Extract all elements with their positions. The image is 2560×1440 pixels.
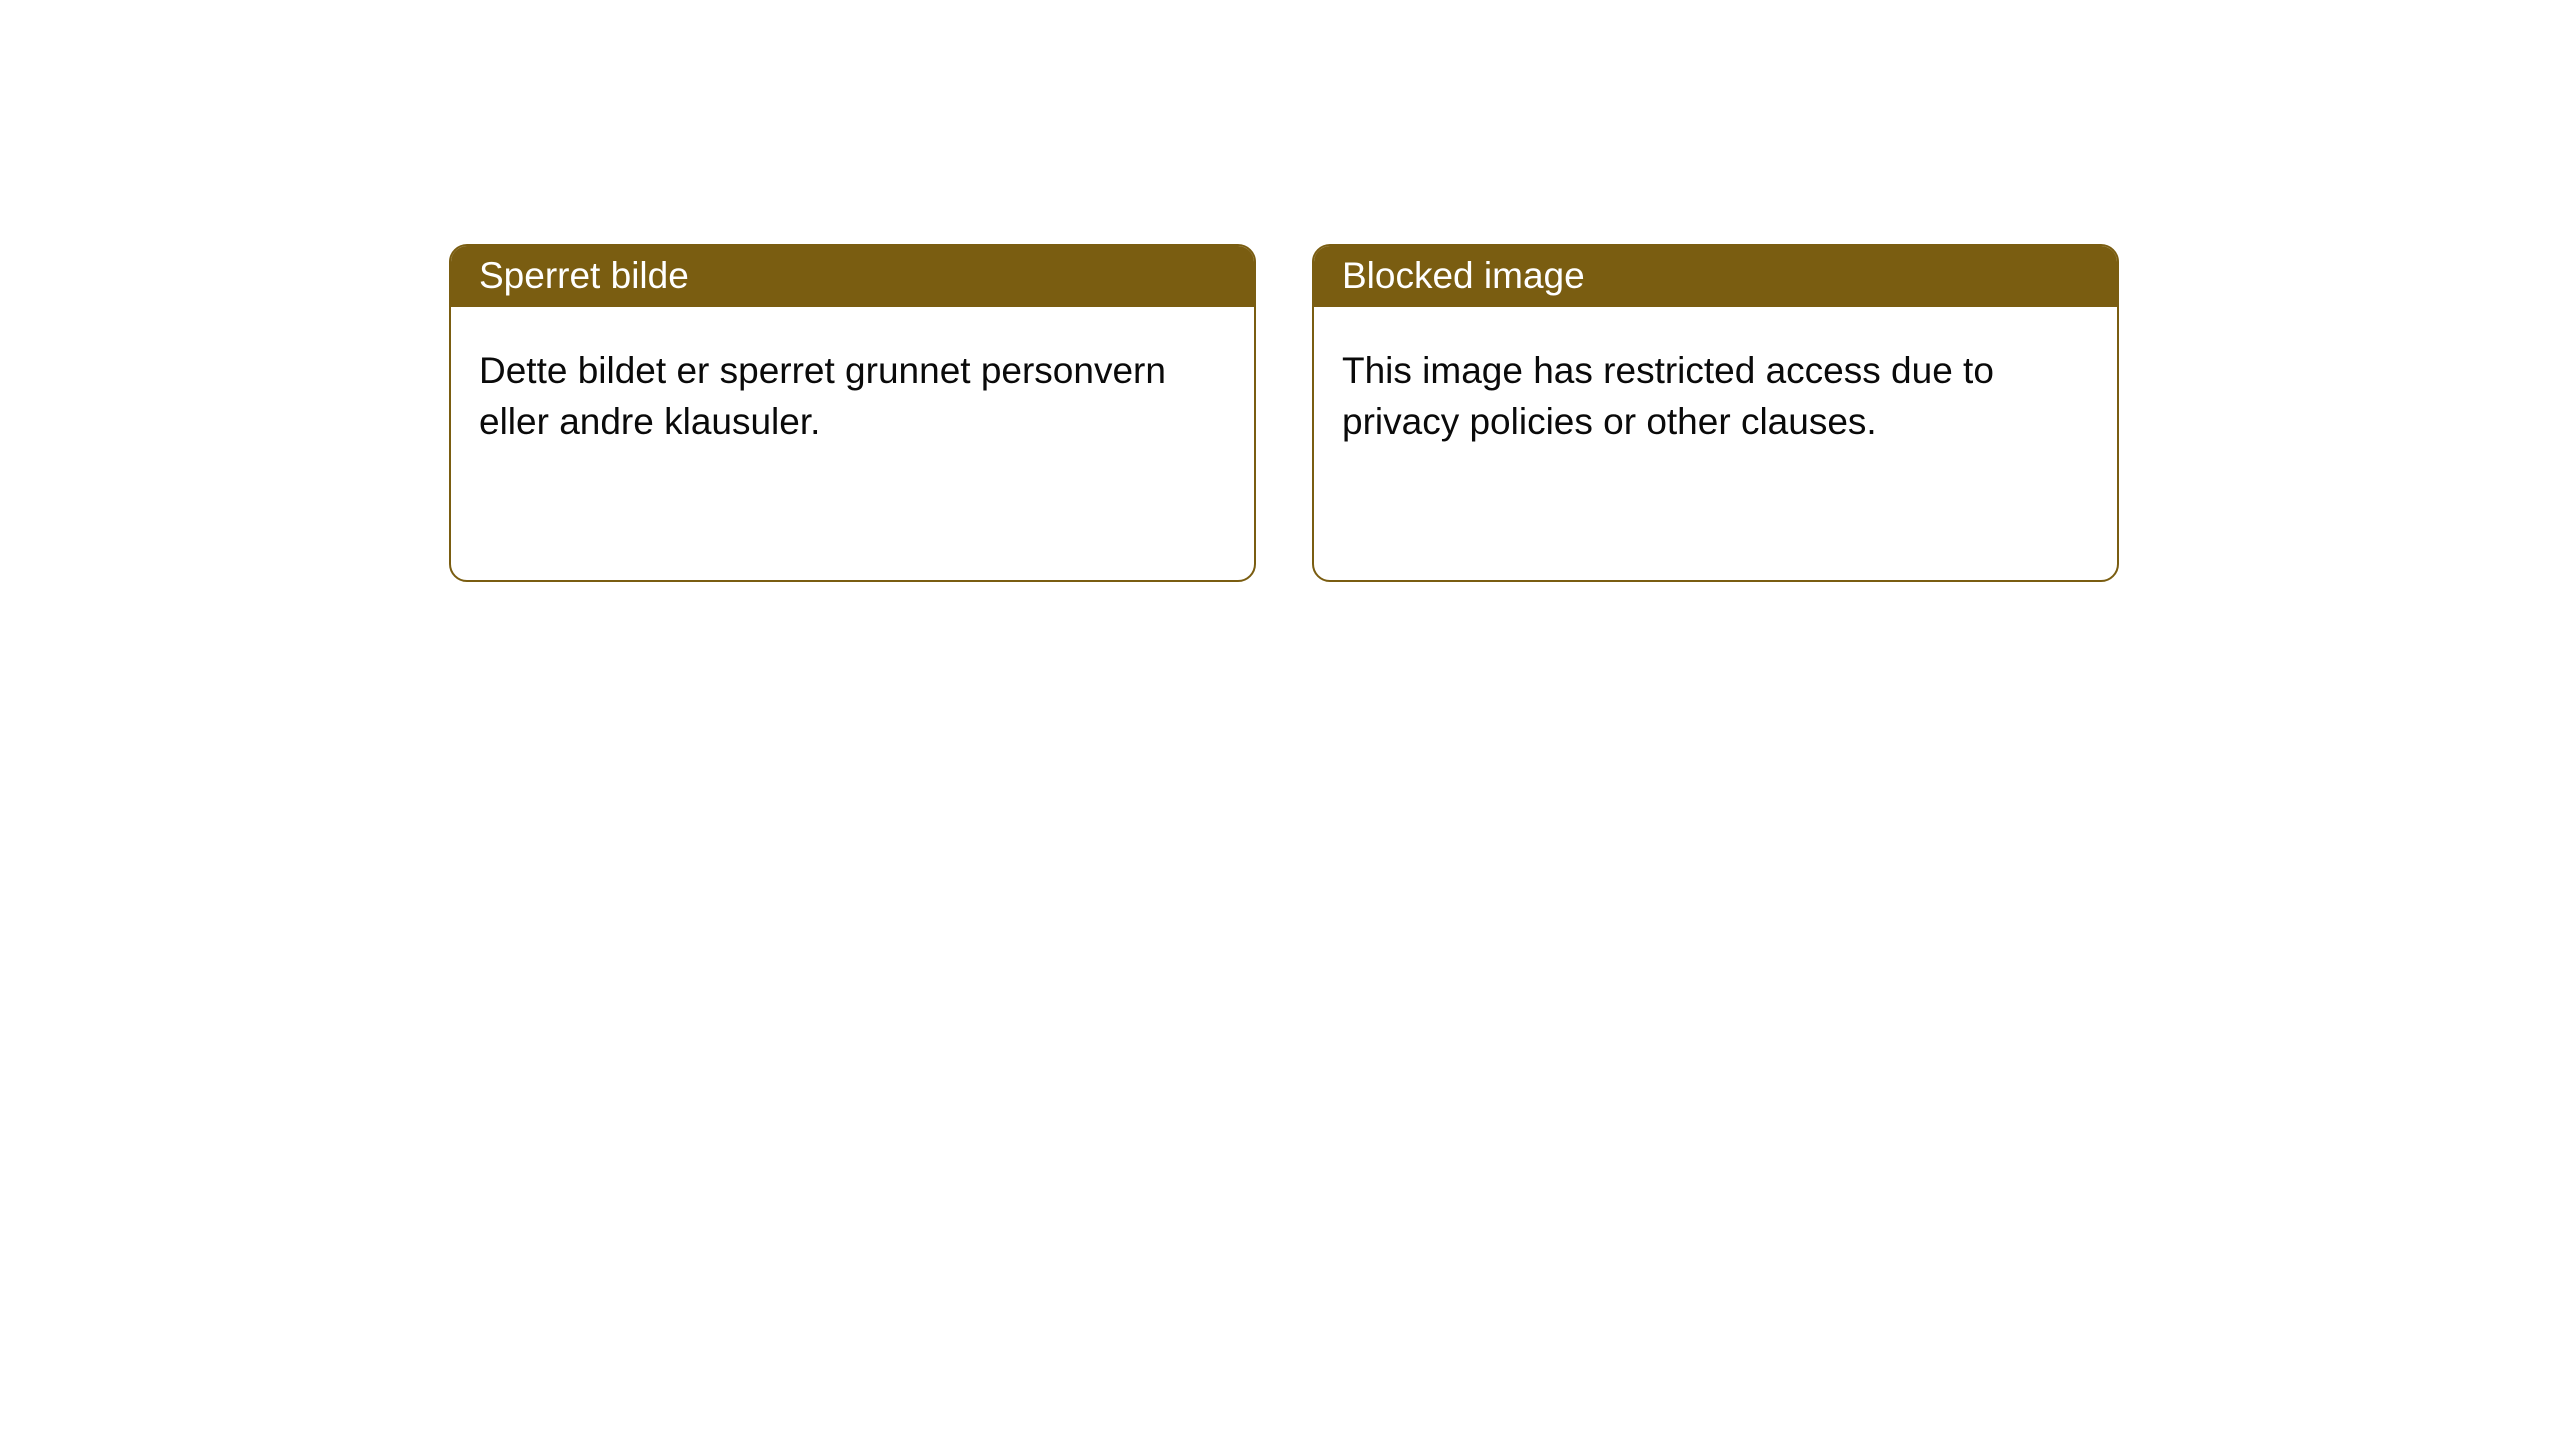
notice-header: Blocked image [1314,246,2117,307]
notice-card-english: Blocked image This image has restricted … [1312,244,2119,582]
notice-body: This image has restricted access due to … [1314,307,2117,477]
notice-card-norwegian: Sperret bilde Dette bildet er sperret gr… [449,244,1256,582]
notice-container: Sperret bilde Dette bildet er sperret gr… [0,0,2560,582]
notice-body: Dette bildet er sperret grunnet personve… [451,307,1254,477]
notice-header: Sperret bilde [451,246,1254,307]
